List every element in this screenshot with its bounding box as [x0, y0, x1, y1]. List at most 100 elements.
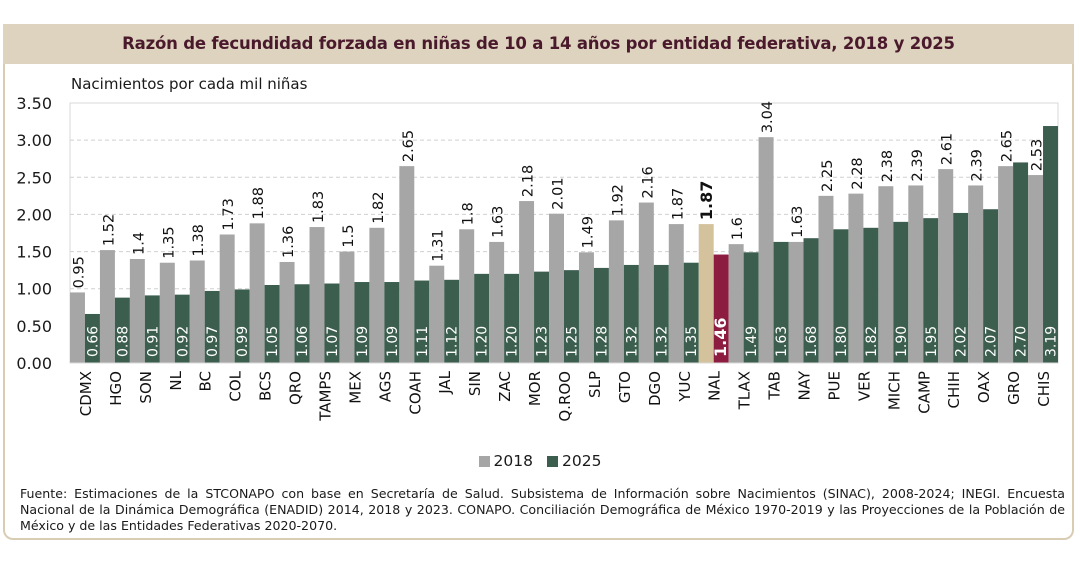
bar-2025-pue [833, 229, 849, 363]
x-tick-label: GRO [1005, 371, 1023, 405]
bar-2025-coah [414, 280, 430, 363]
bar-2025-tab [773, 241, 789, 363]
x-tick-label: SLP [586, 371, 604, 398]
data-label-2018: 2.61 [940, 133, 956, 165]
data-label-2018: 1.87 [670, 188, 686, 220]
y-tick-label: 3.50 [16, 94, 52, 113]
x-tick-label: NAY [796, 370, 814, 400]
bar-2025-ags [384, 282, 400, 363]
bar-2025-jal [444, 279, 460, 363]
legend-label-2025: 2025 [562, 452, 602, 470]
data-label-2025: 1.32 [624, 326, 640, 357]
bar-2018-gro [998, 166, 1014, 363]
bar-2018-dgo [638, 202, 654, 363]
x-tick-label: AGS [376, 371, 394, 402]
data-label-2018: 2.18 [521, 165, 537, 197]
data-label-2025: 1.25 [564, 326, 580, 357]
bar-2025-tlax [743, 252, 759, 363]
legend: 2018 2025 [0, 452, 1080, 470]
bar-2018-jal [429, 265, 445, 363]
x-tick-label: CHIH [945, 371, 963, 408]
data-label-2025: 1.12 [445, 326, 461, 357]
data-label-2025: 1.95 [924, 326, 940, 357]
data-label-2025: 0.92 [175, 326, 191, 357]
bar-2025-mich [893, 221, 909, 363]
x-tick-label: OAX [975, 371, 993, 403]
data-label-2025: 0.88 [115, 326, 131, 357]
x-tick-label: BCS [257, 371, 275, 401]
data-label-2018: 3.04 [760, 101, 776, 133]
data-label-2018: 1.92 [610, 184, 626, 216]
x-tick-label: TAB [766, 371, 784, 401]
bar-2018-zac [489, 241, 505, 363]
bar-2025-nay [803, 238, 819, 363]
legend-label-2018: 2018 [493, 452, 533, 470]
bar-2025-bcs [264, 285, 280, 363]
x-tick-label: YUC [676, 371, 694, 403]
data-label-2025: 1.20 [475, 326, 491, 357]
x-tick-label: MEX [346, 371, 364, 404]
bar-2018-mex [339, 251, 355, 363]
chart-title: Razón de fecundidad forzada en niñas de … [122, 34, 955, 53]
bar-2018-bcs [249, 223, 265, 363]
bar-2025-oax [983, 209, 999, 363]
bar-2018-oax [968, 185, 984, 363]
data-label-2025: 0.66 [85, 326, 101, 357]
data-label-2025: 1.35 [684, 326, 700, 357]
bar-2025-camp [923, 218, 939, 363]
bar-2018-chis [1028, 175, 1044, 363]
data-label-2025: 1.23 [535, 326, 551, 357]
data-label-2018: 1.6 [730, 217, 746, 240]
data-label-2018: 1.83 [311, 191, 327, 223]
data-label-2025: 0.91 [145, 326, 161, 357]
bar-2018-coah [399, 166, 415, 363]
bar-2025-gro [1013, 162, 1029, 363]
y-tick-label: 0.50 [16, 317, 52, 336]
data-label-2025: 1.28 [594, 326, 610, 357]
bar-2025-son [144, 295, 160, 363]
x-tick-label: BC [197, 371, 215, 392]
bar-2018-slp [578, 252, 594, 363]
data-label-2025: 0.97 [205, 326, 221, 357]
bar-2018-hgo [99, 250, 115, 363]
data-label-2025: 2.70 [1014, 326, 1030, 357]
legend-swatch-2018 [478, 455, 490, 467]
data-label-2018: 1.4 [131, 232, 147, 255]
bar-2025-slp [593, 267, 609, 363]
bar-2018-tab [758, 137, 774, 363]
data-label-2018: 2.25 [820, 160, 836, 192]
y-tick-label: 1.50 [16, 243, 52, 262]
bar-2025-ver [863, 227, 879, 363]
x-tick-label: GTO [616, 371, 634, 403]
bar-2018-yuc [668, 224, 684, 363]
x-tick-label: MICH [885, 371, 903, 410]
bar-2025-chis [1043, 126, 1058, 364]
source-footnote: Fuente: Estimaciones de la STCONAPO con … [20, 486, 1065, 533]
y-tick-label: 1.00 [16, 280, 52, 299]
data-label-2018: 1.52 [101, 214, 117, 246]
bar-2018-pue [818, 195, 834, 363]
data-label-2018: 1.31 [431, 229, 447, 261]
legend-item-2018: 2018 [478, 452, 533, 470]
data-label-2018: 1.73 [221, 198, 237, 230]
bar-2025-nl [174, 294, 190, 363]
x-tick-label: Q.ROO [556, 371, 574, 422]
data-label-2025: 1.32 [654, 326, 670, 357]
data-label-2025: 1.07 [325, 326, 341, 357]
bar-2018-qroo [549, 213, 564, 363]
x-tick-label: COL [227, 370, 245, 401]
data-label-2018: 1.5 [341, 225, 357, 248]
data-label-2018: 2.65 [1000, 130, 1016, 162]
x-tick-label: NAL [706, 370, 724, 400]
data-label-2025: 2.02 [954, 326, 970, 357]
bar-2018-ver [848, 193, 864, 363]
data-label-2025: 1.05 [265, 326, 281, 357]
bar-2018-col [219, 234, 235, 363]
data-label-2018: 2.39 [910, 149, 926, 181]
data-label-2025: 1.06 [295, 326, 311, 357]
bar-2018-tamps [309, 227, 325, 363]
x-tick-label: NL [167, 370, 185, 390]
data-label-2018: 2.38 [880, 150, 896, 182]
bar-2018-cdmx [70, 292, 85, 363]
